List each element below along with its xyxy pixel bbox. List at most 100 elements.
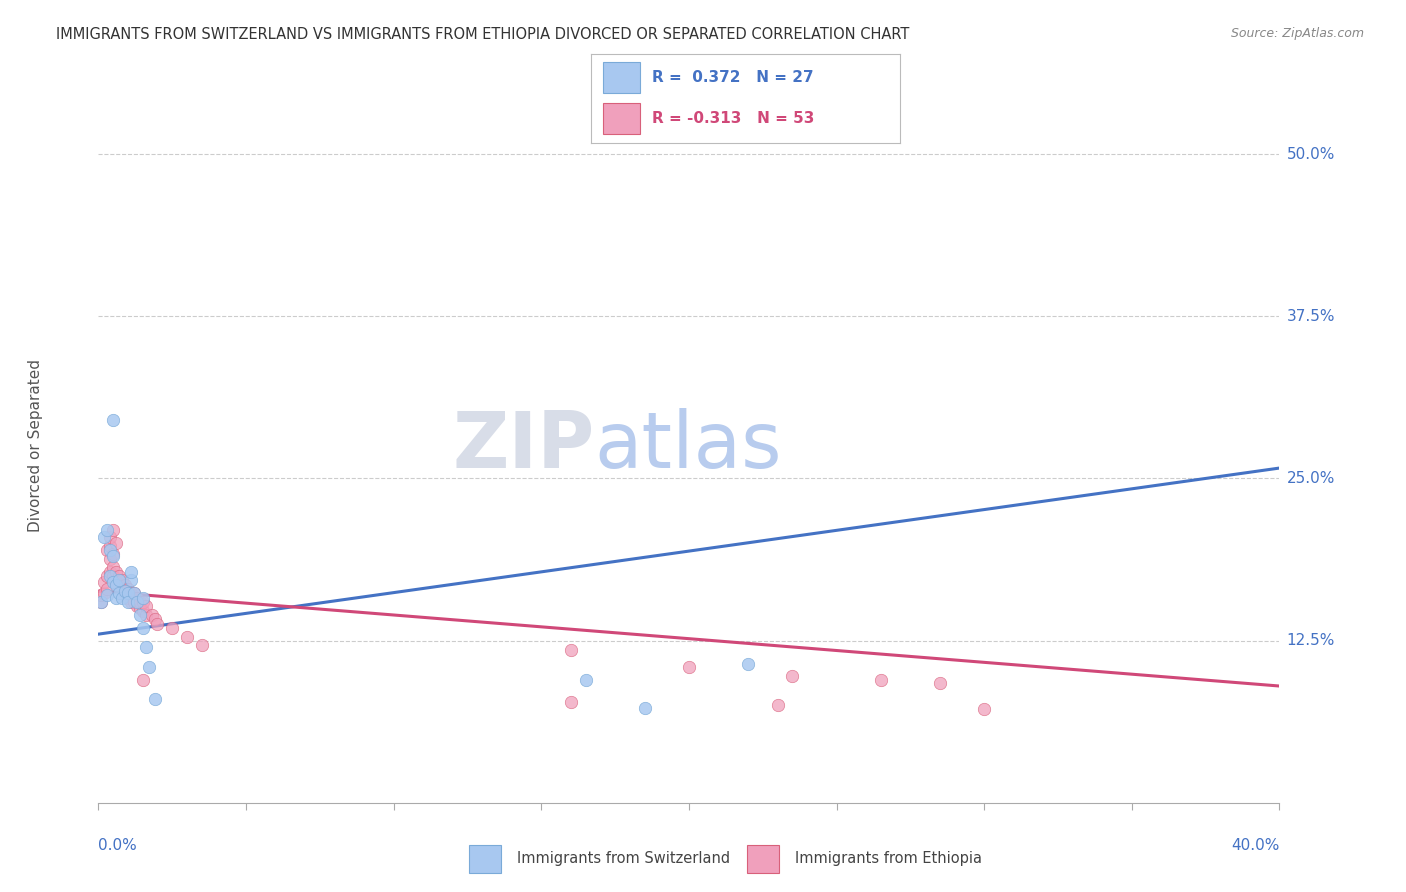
Point — [117, 582, 139, 596]
Point — [125, 595, 148, 609]
Text: atlas: atlas — [595, 408, 782, 484]
Point — [574, 673, 596, 687]
FancyBboxPatch shape — [603, 62, 640, 93]
Point — [93, 530, 115, 544]
Point — [103, 549, 125, 564]
Point — [135, 599, 157, 613]
Point — [96, 568, 118, 582]
Point — [103, 413, 125, 427]
Point — [135, 607, 157, 622]
Point — [973, 702, 995, 716]
Point — [96, 582, 118, 596]
Text: 50.0%: 50.0% — [1286, 146, 1334, 161]
Point — [105, 575, 128, 590]
Point — [98, 565, 121, 579]
Point — [191, 638, 214, 652]
Point — [120, 595, 142, 609]
Point — [928, 676, 950, 690]
Text: IMMIGRANTS FROM SWITZERLAND VS IMMIGRANTS FROM ETHIOPIA DIVORCED OR SEPARATED CO: IMMIGRANTS FROM SWITZERLAND VS IMMIGRANT… — [56, 27, 910, 42]
Text: R = -0.313   N = 53: R = -0.313 N = 53 — [652, 112, 814, 126]
Point — [117, 595, 139, 609]
Text: 12.5%: 12.5% — [1286, 633, 1334, 648]
Point — [105, 578, 128, 592]
Point — [96, 542, 118, 557]
Point — [98, 530, 121, 544]
Point — [128, 595, 150, 609]
Point — [122, 595, 145, 609]
Point — [114, 584, 136, 599]
Point — [105, 591, 128, 605]
Point — [141, 607, 163, 622]
Point — [111, 582, 134, 596]
Point — [96, 588, 118, 602]
Point — [132, 595, 155, 609]
Text: R =  0.372   N = 27: R = 0.372 N = 27 — [652, 70, 814, 85]
Point — [120, 565, 142, 579]
Point — [117, 585, 139, 599]
FancyBboxPatch shape — [747, 845, 779, 872]
Point — [103, 575, 125, 590]
Point — [869, 673, 891, 687]
Text: 40.0%: 40.0% — [1232, 838, 1279, 854]
Point — [108, 568, 131, 582]
Point — [122, 585, 145, 599]
Point — [132, 621, 155, 635]
Point — [122, 585, 145, 599]
Point — [90, 595, 112, 609]
Point — [90, 595, 112, 609]
Point — [143, 611, 166, 625]
Point — [111, 591, 134, 605]
Point — [737, 657, 759, 671]
Point — [766, 698, 789, 713]
Point — [128, 607, 150, 622]
Text: 25.0%: 25.0% — [1286, 471, 1334, 486]
Point — [98, 552, 121, 566]
Point — [114, 578, 136, 592]
FancyBboxPatch shape — [603, 103, 640, 134]
Point — [135, 640, 157, 654]
Point — [143, 692, 166, 706]
Point — [103, 559, 125, 574]
Point — [108, 578, 131, 592]
Point — [633, 701, 655, 715]
Point — [560, 695, 582, 709]
Text: Divorced or Separated: Divorced or Separated — [28, 359, 42, 533]
Point — [132, 604, 155, 618]
Point — [93, 575, 115, 590]
Text: Immigrants from Switzerland: Immigrants from Switzerland — [517, 851, 731, 866]
Text: 0.0%: 0.0% — [98, 838, 138, 854]
Point — [108, 585, 131, 599]
Point — [120, 573, 142, 587]
Point — [103, 524, 125, 538]
Text: 37.5%: 37.5% — [1286, 309, 1334, 324]
Point — [678, 659, 700, 673]
Point — [114, 585, 136, 599]
Point — [93, 585, 115, 599]
Point — [128, 601, 150, 615]
Text: ZIP: ZIP — [453, 408, 595, 484]
Text: Immigrants from Ethiopia: Immigrants from Ethiopia — [796, 851, 983, 866]
Point — [105, 565, 128, 579]
Point — [125, 591, 148, 605]
Point — [96, 524, 118, 538]
Point — [98, 539, 121, 553]
Point — [98, 568, 121, 582]
Point — [132, 673, 155, 687]
Point — [108, 573, 131, 587]
Text: Source: ZipAtlas.com: Source: ZipAtlas.com — [1230, 27, 1364, 40]
Point — [125, 599, 148, 613]
Point — [146, 616, 169, 631]
Point — [111, 573, 134, 587]
Point — [132, 591, 155, 605]
Point — [117, 591, 139, 605]
Point — [105, 536, 128, 550]
Point — [138, 659, 160, 673]
Point — [103, 568, 125, 582]
Point — [176, 630, 198, 644]
FancyBboxPatch shape — [470, 845, 502, 872]
Point — [90, 588, 112, 602]
Point — [782, 668, 804, 682]
Point — [560, 642, 582, 657]
Point — [98, 542, 121, 557]
Point — [162, 621, 183, 635]
